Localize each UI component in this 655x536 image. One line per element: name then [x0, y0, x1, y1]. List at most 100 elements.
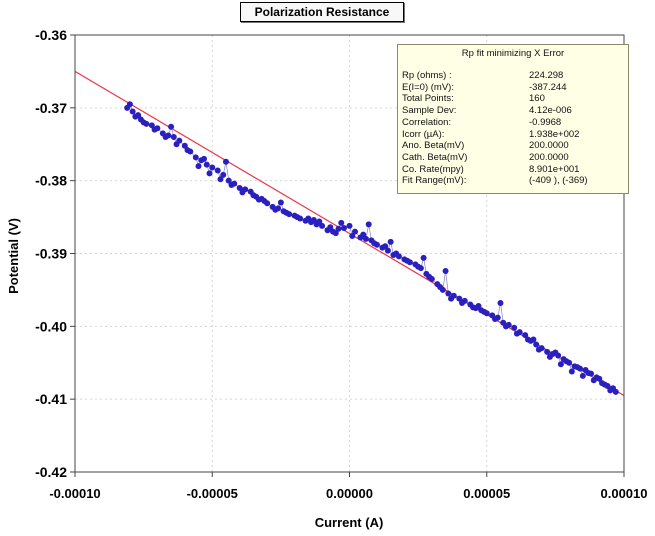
fit-result-key: Icorr (µA):	[402, 128, 445, 140]
data-point	[349, 233, 356, 240]
data-point	[420, 254, 427, 261]
data-point	[382, 243, 389, 250]
x-axis-label: Current (A)	[315, 515, 384, 530]
data-point	[404, 257, 411, 264]
x-tick-label: 0.00010	[601, 486, 648, 501]
fit-result-value: -0.9968	[529, 116, 562, 128]
fit-result-row: Icorr (µA): 1.938e+002	[402, 129, 624, 140]
y-tick-label: -0.42	[35, 464, 67, 480]
data-point	[195, 163, 202, 170]
data-point	[533, 341, 540, 348]
data-point	[437, 284, 444, 291]
data-point	[360, 231, 367, 238]
data-point	[387, 238, 394, 245]
data-point	[596, 375, 603, 382]
data-point	[255, 196, 262, 203]
data-point	[135, 112, 142, 119]
fit-result-row: Fit Range(mV): (-409 ), (-369)	[402, 175, 624, 186]
point-connector	[500, 302, 504, 323]
data-point	[590, 377, 597, 384]
fit-result-key: Correlation:	[402, 116, 452, 128]
data-point	[341, 225, 348, 232]
fit-result-value: 224.298	[529, 70, 564, 81]
data-point	[217, 176, 224, 183]
fit-result-value: 4.12e-006	[529, 105, 572, 117]
data-point	[557, 361, 564, 368]
data-point	[173, 141, 180, 148]
data-point	[124, 104, 131, 111]
fit-results-box: Rp fit minimizing X Error Rp (ohms) : 224…	[397, 44, 629, 194]
data-point	[456, 295, 463, 302]
data-point	[346, 222, 353, 229]
data-point	[250, 192, 257, 199]
fit-result-key: Sample Dev:	[402, 105, 457, 117]
y-tick-label: -0.39	[35, 246, 67, 262]
fit-result-key: Total Points:	[402, 93, 454, 105]
data-point	[239, 189, 246, 196]
data-point	[294, 214, 301, 221]
y-tick-label: -0.38	[35, 173, 67, 189]
plot-frame	[74, 34, 625, 473]
fit-result-value: -387.244	[529, 81, 567, 93]
data-point	[148, 122, 155, 129]
fit-result-row: E(I=0) (mV): -387.244	[402, 82, 624, 93]
data-point	[316, 218, 323, 225]
data-point	[563, 358, 570, 365]
data-point	[574, 364, 581, 371]
data-point	[601, 381, 608, 388]
y-tick-label: -0.37	[35, 100, 67, 116]
x-tick-label: -0.00010	[49, 486, 100, 501]
data-point	[415, 263, 422, 270]
fit-result-value: 200.0000	[529, 151, 569, 163]
data-point	[459, 300, 466, 307]
data-point	[491, 316, 498, 323]
y-axis-label: Potential (V)	[6, 218, 21, 294]
data-point	[448, 295, 455, 302]
data-point	[305, 215, 312, 222]
data-point	[442, 267, 449, 274]
data-point	[568, 368, 575, 375]
data-point	[579, 372, 586, 379]
data-points	[124, 101, 619, 395]
y-tick-labels: -0.36 -0.37 -0.38 -0.39 -0.40 -0.41 -0.42	[35, 27, 67, 480]
data-point	[181, 142, 188, 149]
data-point	[513, 330, 520, 337]
data-point	[201, 155, 208, 162]
data-point	[214, 167, 221, 174]
data-point	[151, 126, 158, 133]
fit-result-value: 160	[529, 93, 545, 105]
data-point	[228, 182, 235, 189]
x-tick-label: 0.00000	[326, 486, 373, 501]
data-point	[277, 199, 284, 206]
data-point	[162, 133, 169, 140]
fit-result-key: Co. Rate(mpy)	[402, 163, 464, 175]
x-tick-labels: -0.00010 -0.00005 0.00000 0.00005 0.00010	[49, 486, 647, 501]
data-point	[225, 177, 232, 184]
point-connector	[225, 161, 230, 181]
data-point	[607, 387, 614, 394]
data-point	[332, 230, 339, 237]
point-connector	[442, 270, 446, 290]
fit-result-row: Co. Rate(mpy) 8.901e+001	[402, 164, 624, 175]
data-point	[206, 170, 213, 177]
data-point	[546, 353, 553, 360]
fit-result-value: 8.901e+001	[529, 163, 580, 175]
data-point	[220, 171, 227, 178]
data-point	[612, 388, 619, 395]
data-point	[362, 235, 369, 242]
fit-result-row: Ano. Beta(mV) 200.0000	[402, 140, 624, 151]
fit-results-title: Rp fit minimizing X Error	[461, 48, 565, 59]
y-tick-label: -0.40	[35, 318, 67, 334]
data-point	[524, 336, 531, 343]
data-point	[236, 184, 243, 191]
data-point	[170, 133, 177, 140]
data-point	[384, 247, 391, 254]
fit-result-value: 200.0000	[529, 140, 569, 152]
fit-result-key: Rp (ohms) :	[402, 70, 452, 81]
data-point	[351, 228, 358, 235]
fit-result-key: Fit Range(mV):	[402, 175, 467, 187]
data-point	[530, 336, 537, 343]
data-point	[544, 348, 551, 355]
data-point	[319, 222, 326, 229]
